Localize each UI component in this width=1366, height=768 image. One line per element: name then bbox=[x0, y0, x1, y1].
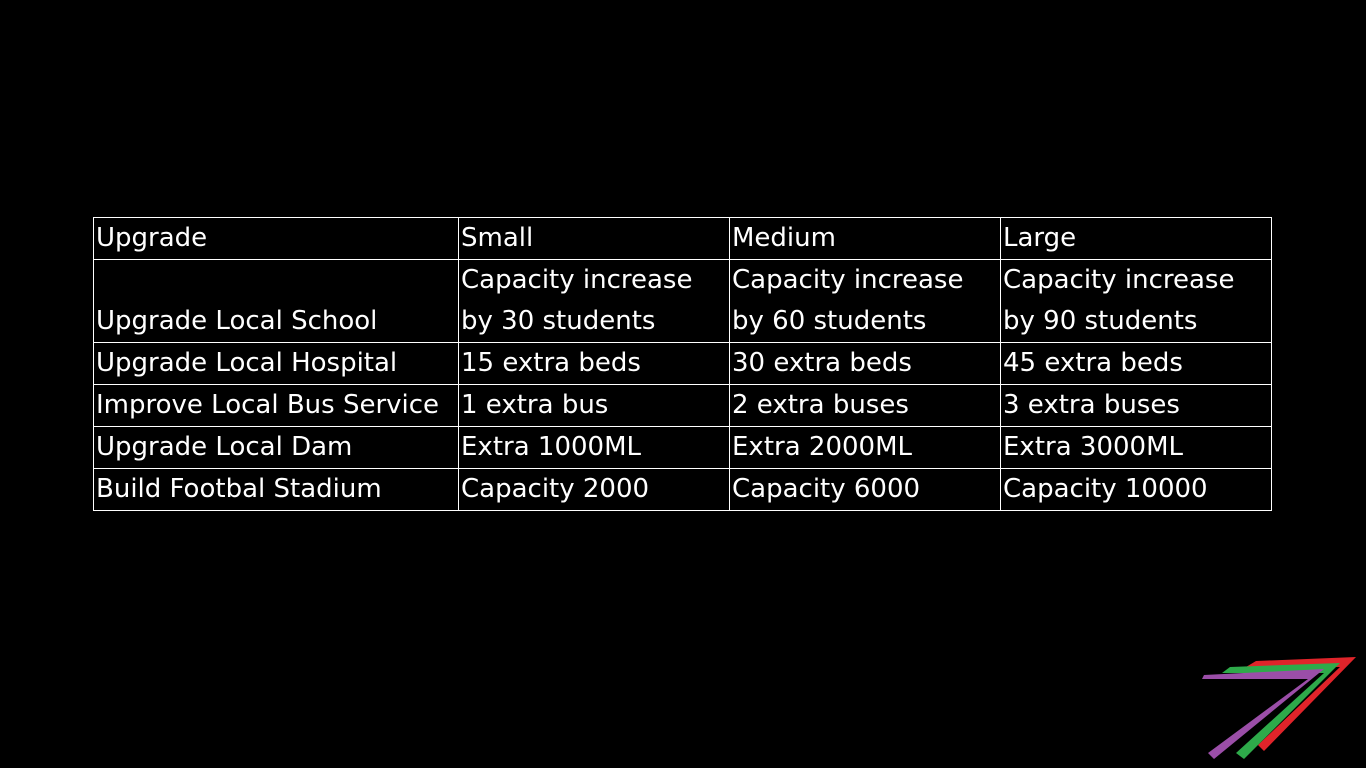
row-label-cell: Upgrade Local Hospital bbox=[93, 342, 459, 385]
table-cell: Capacity increase by 90 students bbox=[1000, 259, 1272, 343]
table-cell: 15 extra beds bbox=[458, 342, 730, 385]
row-label-cell: Upgrade Local School bbox=[93, 259, 459, 343]
upgrades-table-body: Upgrade Small Medium Large Upgrade Local… bbox=[93, 217, 1272, 511]
header-cell-medium: Medium bbox=[729, 217, 1001, 260]
header-cell-upgrade: Upgrade bbox=[93, 217, 459, 260]
table-row: Upgrade Local Dam Extra 1000ML Extra 2000M… bbox=[93, 426, 1272, 469]
table-cell: Extra 1000ML bbox=[458, 426, 730, 469]
table-row: Upgrade Local School Capacity increase by… bbox=[93, 259, 1272, 343]
table-cell: 1 extra bus bbox=[458, 384, 730, 427]
row-label-cell: Upgrade Local Dam bbox=[93, 426, 459, 469]
table-cell: Capacity 6000 bbox=[729, 468, 1001, 511]
header-cell-small: Small bbox=[458, 217, 730, 260]
table-row: Build Footbal Stadium Capacity 2000 Capaci… bbox=[93, 468, 1272, 511]
table-cell: 3 extra buses bbox=[1000, 384, 1272, 427]
table-header-row: Upgrade Small Medium Large bbox=[93, 217, 1272, 260]
seven-stripes-logo-icon bbox=[1202, 657, 1356, 759]
table-cell: Capacity increase by 60 students bbox=[729, 259, 1001, 343]
table-cell: Capacity 2000 bbox=[458, 468, 730, 511]
table-cell: 2 extra buses bbox=[729, 384, 1001, 427]
table-cell: Capacity increase by 30 students bbox=[458, 259, 730, 343]
upgrades-table: Upgrade Small Medium Large Upgrade Local… bbox=[93, 217, 1272, 511]
table-cell: Extra 2000ML bbox=[729, 426, 1001, 469]
table-cell: 30 extra beds bbox=[729, 342, 1001, 385]
table-row: Improve Local Bus Service 1 extra bus 2 ex… bbox=[93, 384, 1272, 427]
table-row: Upgrade Local Hospital 15 extra beds 30 ex… bbox=[93, 342, 1272, 385]
table-cell: Extra 3000ML bbox=[1000, 426, 1272, 469]
table-cell: Capacity 10000 bbox=[1000, 468, 1272, 511]
header-cell-large: Large bbox=[1000, 217, 1272, 260]
table-cell: 45 extra beds bbox=[1000, 342, 1272, 385]
row-label-cell: Improve Local Bus Service bbox=[93, 384, 459, 427]
row-label-cell: Build Footbal Stadium bbox=[93, 468, 459, 511]
